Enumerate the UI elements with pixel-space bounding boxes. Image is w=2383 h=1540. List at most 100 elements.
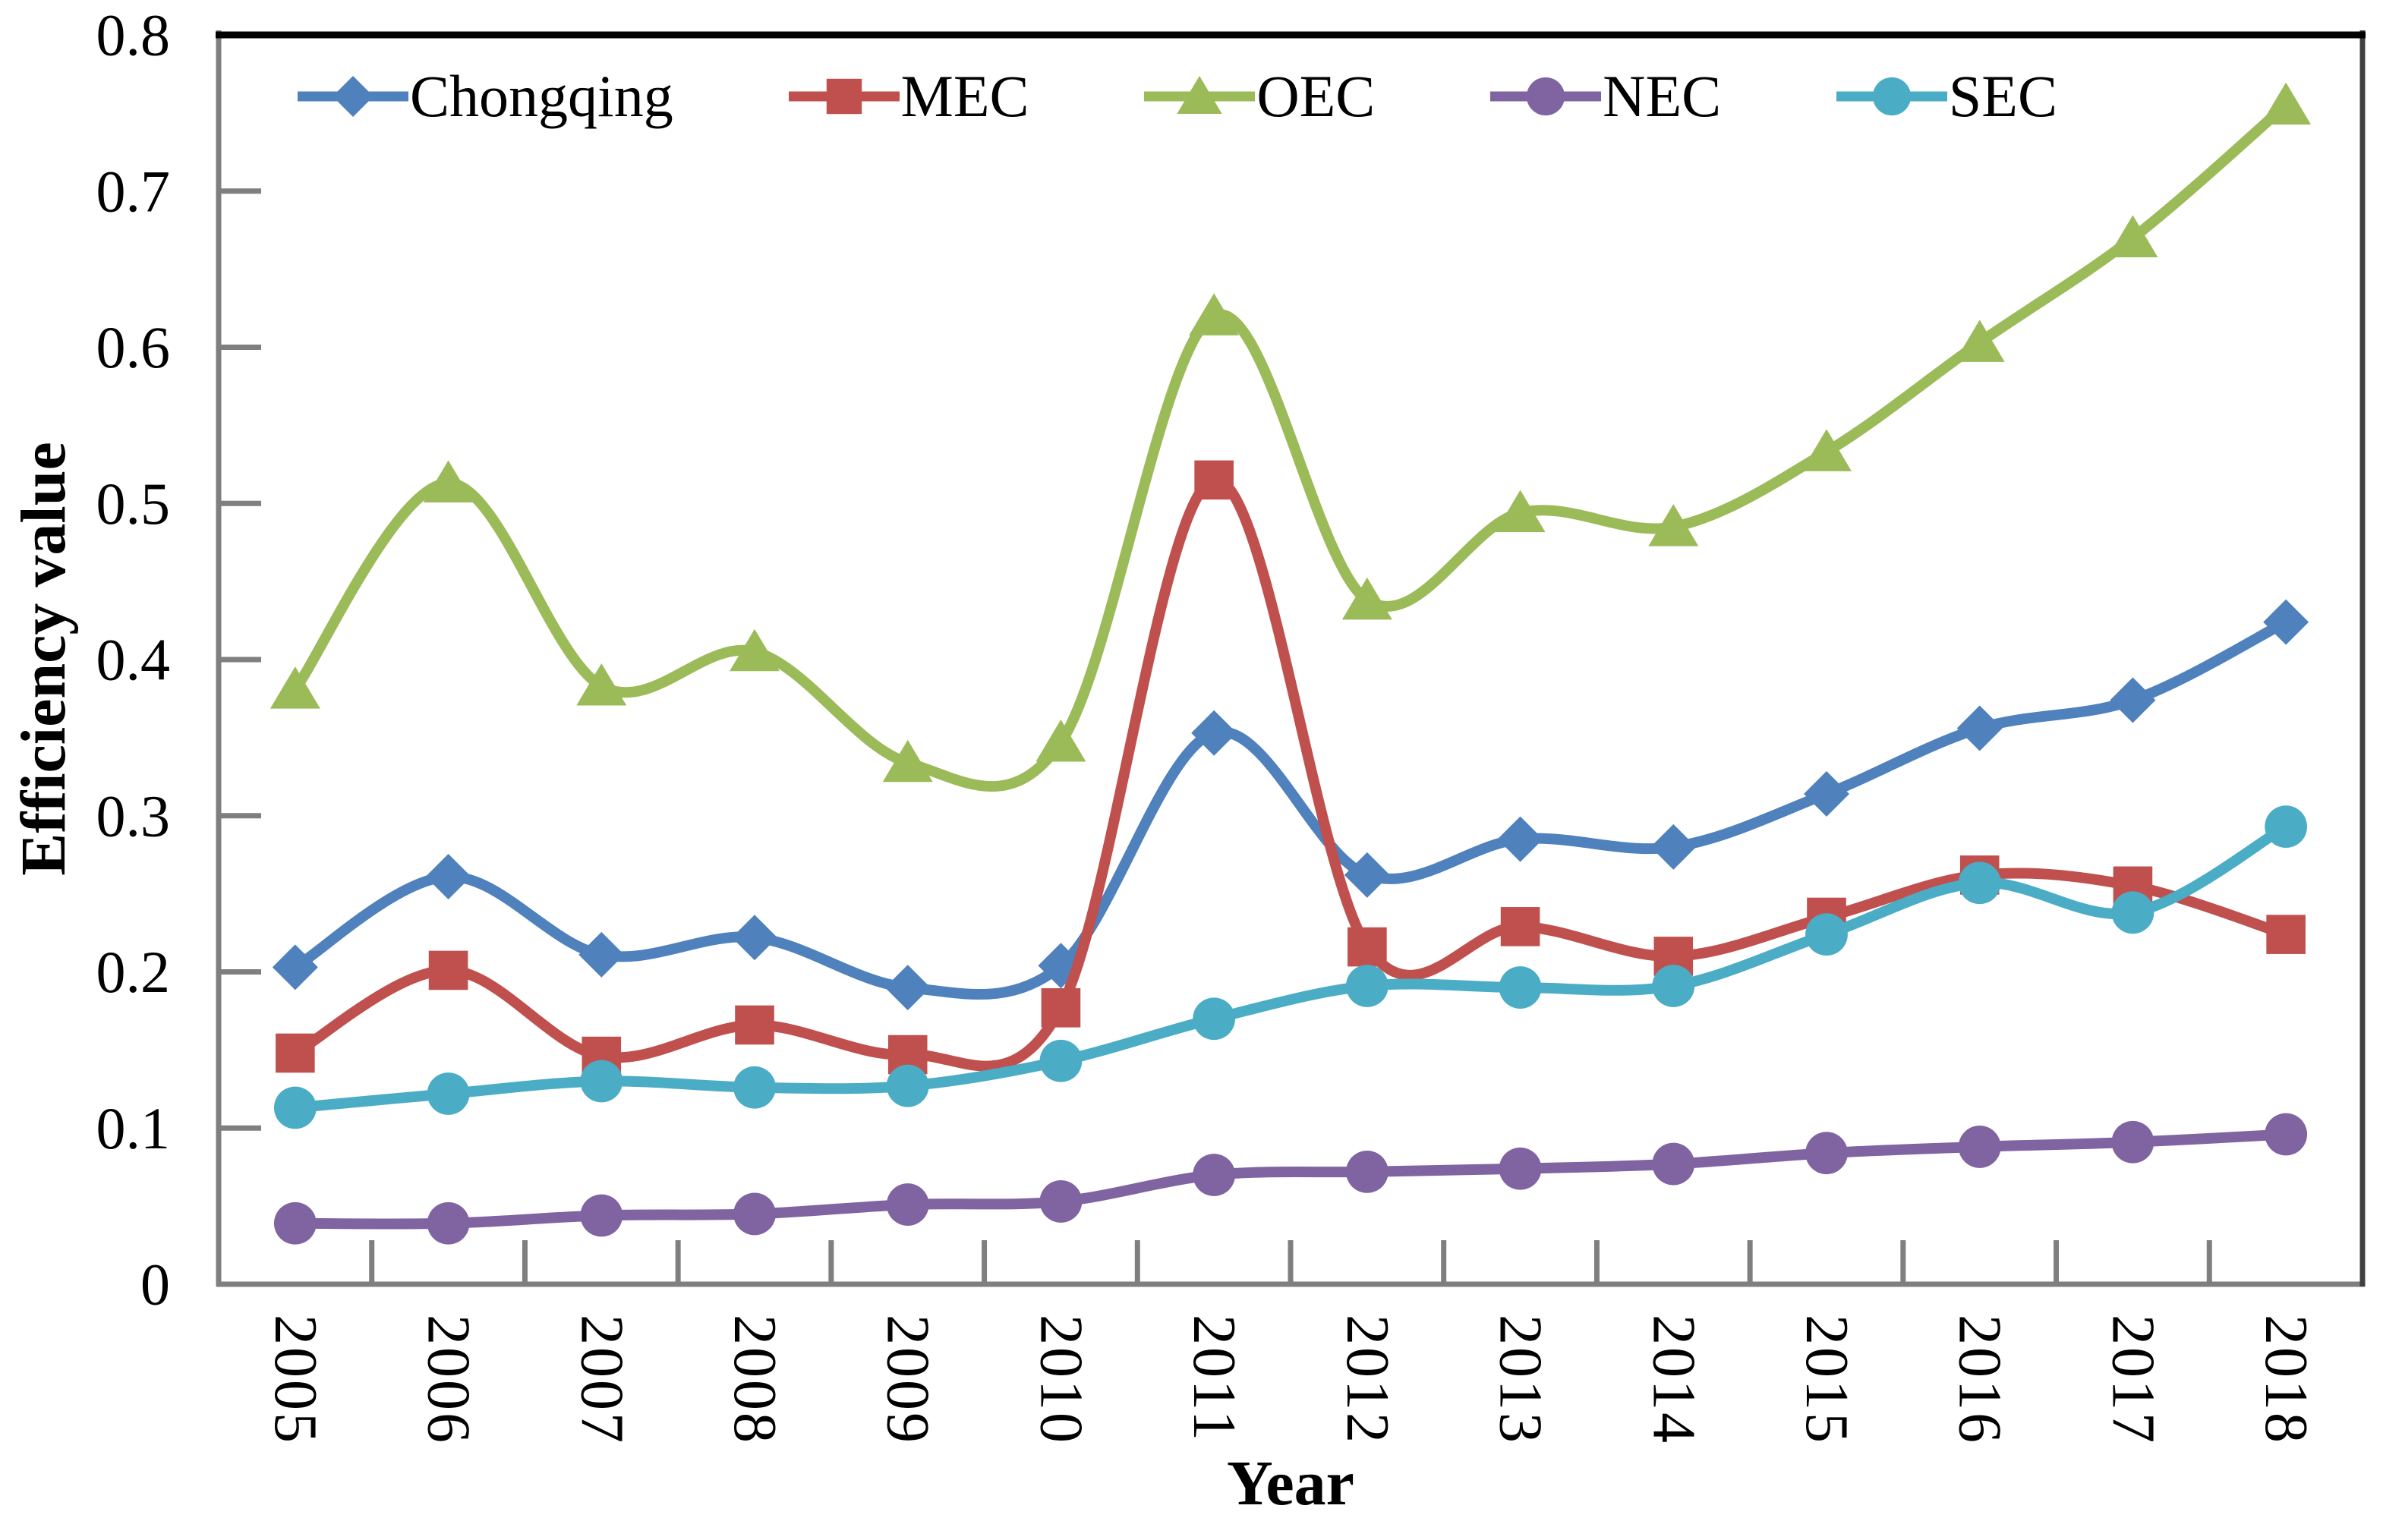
legend-item-sec: SEC <box>1835 62 2057 131</box>
y-axis-tick-label: 0.5 <box>96 471 171 537</box>
data-point-marker <box>732 915 777 961</box>
x-axis-labels: 2005 2006 2007 2008 2009 2010 2011 2012 2013 2014… <box>262 1315 2319 1445</box>
x-axis-tick-label: 2014 <box>1640 1315 1707 1445</box>
legend-item-chongqing: Chongqing <box>296 62 673 131</box>
y-axis-tick-label: 0.7 <box>96 158 171 224</box>
data-point-marker <box>1805 913 1848 956</box>
data-point-marker <box>1499 966 1542 1009</box>
data-point-marker <box>1958 861 2001 905</box>
data-point-marker <box>1194 460 1234 500</box>
data-point-marker <box>273 1201 317 1245</box>
data-point-marker <box>333 76 374 117</box>
legend-label: MEC <box>900 63 1029 129</box>
x-axis-tick-label: 2011 <box>1180 1315 1247 1443</box>
data-point-marker <box>1039 1039 1083 1082</box>
x-axis-tick-label: 2017 <box>2099 1315 2166 1445</box>
axis-ticks <box>219 188 2212 1284</box>
data-point-marker <box>423 460 474 503</box>
legend-label: Chongqing <box>410 63 673 129</box>
y-axis-tick-label: 0 <box>140 1252 170 1318</box>
data-point-marker <box>886 1183 929 1226</box>
x-axis-title: Year <box>1227 1448 1354 1519</box>
data-point-marker <box>273 1086 317 1129</box>
data-point-marker <box>270 666 320 709</box>
data-point-marker <box>1527 77 1565 116</box>
data-point-marker <box>1652 965 1695 1007</box>
y-axis-tick-label: 0.8 <box>96 2 171 68</box>
data-point-marker <box>1345 1150 1389 1193</box>
data-point-marker <box>1956 705 2003 751</box>
data-point-marker <box>580 1194 623 1237</box>
data-point-marker <box>1500 907 1540 946</box>
series-line <box>289 474 2292 1072</box>
legend-label: SEC <box>1948 63 2057 129</box>
x-axis-tick-label: 2007 <box>568 1315 635 1445</box>
y-axis-tick-label: 0.4 <box>96 627 171 693</box>
data-point-marker <box>1958 1126 2001 1168</box>
data-point-marker <box>2111 1120 2154 1164</box>
data-point-marker <box>2265 805 2308 849</box>
data-point-marker <box>2265 1113 2308 1156</box>
data-point-marker <box>1801 429 1852 471</box>
data-point-marker <box>578 931 625 978</box>
y-axis-tick-label: 0.2 <box>96 939 171 1005</box>
data-point-marker <box>733 1066 776 1109</box>
x-axis-tick-label: 2009 <box>875 1315 941 1445</box>
data-point-marker <box>1652 1142 1695 1186</box>
data-point-marker <box>1805 1132 1848 1175</box>
legend-marker-square-icon <box>788 78 900 115</box>
data-point-marker <box>2261 82 2312 125</box>
data-point-marker <box>1872 77 1912 116</box>
legend-item-mec: MEC <box>787 62 1029 131</box>
legend-item-oec: OEC <box>1143 62 1375 131</box>
series-line <box>289 616 2292 1000</box>
data-point-marker <box>428 950 468 990</box>
x-axis-tick-label: 2018 <box>2252 1315 2319 1445</box>
data-point-marker <box>1039 1180 1083 1223</box>
x-axis-tick-label: 2010 <box>1027 1315 1094 1445</box>
data-point-marker <box>1348 927 1387 967</box>
legend-item-nec: NEC <box>1489 62 1721 131</box>
x-axis-tick-label: 2016 <box>1946 1315 2013 1445</box>
data-point-marker <box>1341 577 1392 620</box>
data-point-marker <box>1497 816 1543 862</box>
y-axis-title: Efficiency value <box>8 442 79 876</box>
series-NEC <box>273 1113 2308 1245</box>
y-axis-tick-label: 0.6 <box>96 314 171 380</box>
data-point-marker <box>1650 824 1697 870</box>
data-point-marker <box>733 1192 776 1236</box>
data-point-marker <box>1041 988 1081 1028</box>
data-point-marker <box>1344 852 1390 898</box>
data-point-marker <box>884 965 931 1011</box>
data-point-marker <box>427 1072 470 1115</box>
data-point-marker <box>427 1201 470 1245</box>
data-point-marker <box>1495 490 1546 533</box>
data-point-marker <box>886 1064 929 1107</box>
y-axis-tick-label: 0.3 <box>96 783 171 849</box>
data-point-marker <box>1648 504 1699 546</box>
data-point-marker <box>1193 1154 1236 1196</box>
data-point-marker <box>2110 677 2156 723</box>
data-point-marker <box>2107 215 2158 257</box>
legend-label: OEC <box>1256 63 1376 129</box>
data-point-marker <box>1035 720 1086 762</box>
y-axis-tick-label: 0.1 <box>96 1095 171 1161</box>
x-axis-tick-label: 2005 <box>262 1315 329 1445</box>
data-point-marker <box>1345 965 1389 1007</box>
x-axis-tick-label: 2013 <box>1487 1315 1554 1445</box>
x-axis-tick-label: 2015 <box>1793 1315 1860 1445</box>
data-point-marker <box>1189 293 1240 335</box>
series-SEC <box>273 805 2308 1129</box>
data-point-marker <box>580 1060 623 1103</box>
data-point-marker <box>1804 770 1849 817</box>
data-point-marker <box>1191 710 1237 756</box>
data-point-marker <box>1177 76 1223 114</box>
data-point-marker <box>1499 1147 1542 1190</box>
data-point-marker <box>2263 599 2309 645</box>
data-point-marker <box>882 739 933 783</box>
data-point-marker <box>735 1005 774 1045</box>
legend-label: NEC <box>1603 63 1722 129</box>
data-point-marker <box>730 628 780 672</box>
